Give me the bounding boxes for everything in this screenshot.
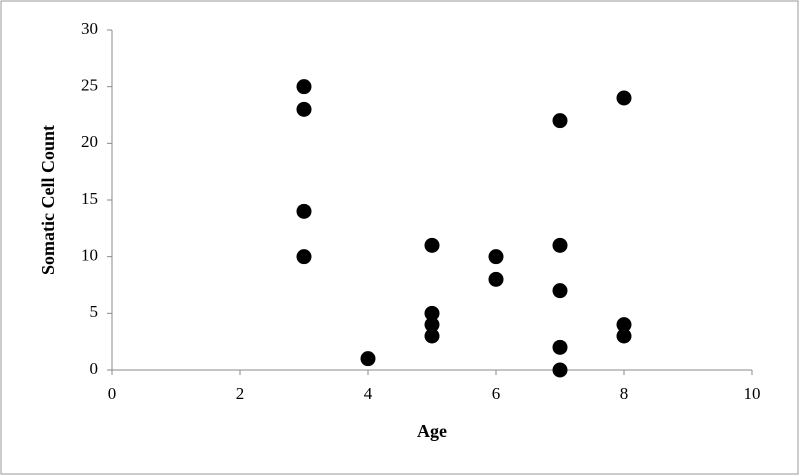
point xyxy=(616,317,632,333)
point xyxy=(552,339,568,355)
point xyxy=(552,283,568,299)
point xyxy=(488,271,504,287)
point xyxy=(424,317,440,333)
y-tick-label: 5 xyxy=(90,302,99,321)
y-tick-label: 15 xyxy=(81,189,98,208)
x-tick-label: 0 xyxy=(108,384,117,403)
x-tick-label: 4 xyxy=(364,384,373,403)
point xyxy=(296,203,312,219)
y-tick-label: 10 xyxy=(81,246,98,265)
point xyxy=(616,90,632,106)
x-tick-label: 2 xyxy=(236,384,245,403)
point xyxy=(424,328,440,344)
point xyxy=(296,79,312,95)
point xyxy=(488,249,504,265)
y-axis-title: Somatic Cell Count xyxy=(38,125,58,275)
point xyxy=(552,362,568,378)
y-tick-label: 30 xyxy=(81,19,98,38)
x-tick-label: 8 xyxy=(620,384,629,403)
x-tick-label: 10 xyxy=(744,384,761,403)
x-tick-label: 6 xyxy=(492,384,501,403)
point xyxy=(552,113,568,129)
point xyxy=(424,237,440,253)
point xyxy=(296,249,312,265)
point xyxy=(296,101,312,117)
point xyxy=(360,351,376,367)
point xyxy=(424,305,440,321)
y-tick-label: 25 xyxy=(81,76,98,95)
x-axis-title: Age xyxy=(417,421,447,441)
y-tick-label: 0 xyxy=(90,359,99,378)
y-tick-label: 20 xyxy=(81,132,98,151)
point xyxy=(616,328,632,344)
point xyxy=(552,237,568,253)
